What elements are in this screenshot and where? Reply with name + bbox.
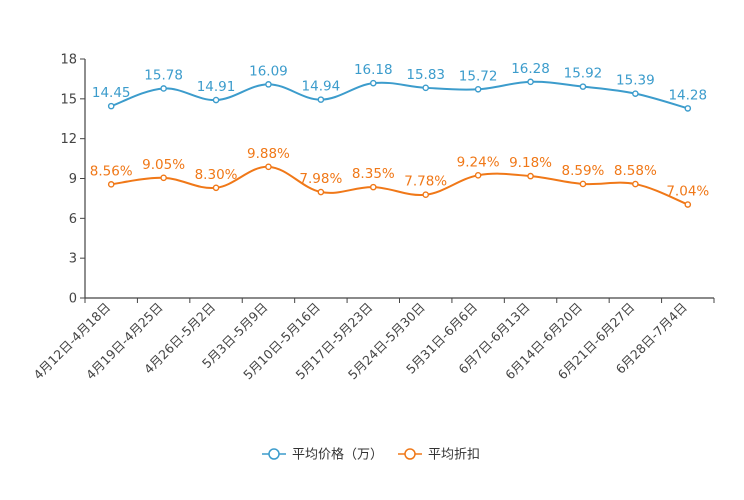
data-label: 9.88% xyxy=(247,146,290,162)
data-label: 15.72 xyxy=(459,68,498,84)
data-label: 16.28 xyxy=(511,61,550,77)
data-label: 14.94 xyxy=(302,79,341,95)
data-label: 15.92 xyxy=(564,66,603,82)
series-line xyxy=(110,80,689,110)
y-tick-label: 6 xyxy=(69,212,77,227)
legend-label: 平均价格（万） xyxy=(292,447,383,463)
data-point[interactable] xyxy=(107,181,115,188)
data-label: 15.83 xyxy=(406,67,445,83)
y-axis-ticks: 0 3 6 9 12 15 18 xyxy=(60,53,85,307)
y-tick-label: 3 xyxy=(69,252,77,267)
data-label: 8.56% xyxy=(90,163,133,179)
legend-label: 平均折扣 xyxy=(428,448,480,463)
data-point[interactable] xyxy=(579,180,587,188)
data-point[interactable] xyxy=(527,172,534,180)
data-label: 8.59% xyxy=(562,163,605,179)
y-tick-label: 18 xyxy=(60,53,77,68)
data-point[interactable] xyxy=(422,84,430,92)
data-label: 7.98% xyxy=(299,171,342,187)
series-0: 14.45 15.78 14.91 16.09 14.94 16.18 15.83 15.72… xyxy=(92,61,707,112)
series-layer: 14.45 15.78 14.91 16.09 14.94 16.18 15.83 15.72… xyxy=(90,61,709,208)
data-point[interactable] xyxy=(579,83,587,90)
data-label: 15.78 xyxy=(144,67,183,83)
data-label: 8.30% xyxy=(195,167,238,183)
data-label: 9.18% xyxy=(509,155,552,171)
legend-item-0[interactable]: 平均价格（万） xyxy=(262,447,383,463)
data-point[interactable] xyxy=(212,184,220,192)
x-axis-ticks: 4月12日-4月18日4月19日-4月25日4月26日-5月2日5月3日-5月9… xyxy=(30,298,715,382)
data-point[interactable] xyxy=(684,201,692,208)
data-point[interactable] xyxy=(632,180,639,188)
data-label: 15.39 xyxy=(616,73,655,89)
data-point[interactable] xyxy=(422,191,430,198)
data-label: 14.45 xyxy=(92,85,131,101)
data-point[interactable] xyxy=(369,79,377,87)
data-point[interactable] xyxy=(265,81,272,88)
y-tick-label: 12 xyxy=(60,132,77,147)
y-tick-label: 15 xyxy=(60,92,77,107)
data-point[interactable] xyxy=(317,188,325,196)
data-label: 9.05% xyxy=(142,157,185,173)
data-label: 7.04% xyxy=(666,184,709,200)
data-point[interactable] xyxy=(212,96,220,104)
data-point[interactable] xyxy=(527,78,534,86)
data-point[interactable] xyxy=(474,172,482,179)
data-label: 8.58% xyxy=(614,163,657,179)
data-point[interactable] xyxy=(265,163,272,171)
data-label: 8.35% xyxy=(352,166,395,182)
data-label: 14.28 xyxy=(668,87,707,103)
legend-item-1[interactable]: 平均折扣 xyxy=(398,448,480,463)
data-label: 9.24% xyxy=(457,154,500,170)
data-point[interactable] xyxy=(684,105,692,112)
data-label: 16.09 xyxy=(249,63,288,79)
legend-marker-icon xyxy=(404,448,416,460)
legend-marker-icon xyxy=(268,448,280,460)
data-point[interactable] xyxy=(160,85,167,92)
data-label: 14.91 xyxy=(197,79,236,95)
series-1: 8.56% 9.05% 8.30% 9.88% 7.98% 8.35% 7.78% 9.24%… xyxy=(90,146,709,208)
data-point[interactable] xyxy=(160,174,167,182)
data-point[interactable] xyxy=(369,183,377,191)
data-point[interactable] xyxy=(474,85,482,93)
data-point[interactable] xyxy=(107,102,115,110)
axes xyxy=(84,59,714,299)
data-point[interactable] xyxy=(632,90,639,97)
y-tick-label: 0 xyxy=(69,292,77,307)
series-line xyxy=(111,165,689,206)
legend[interactable]: 平均价格（万） 平均折扣 xyxy=(262,447,480,463)
data-label: 16.18 xyxy=(354,62,393,78)
data-label: 7.78% xyxy=(404,174,447,190)
y-tick-label: 9 xyxy=(69,172,77,187)
data-point[interactable] xyxy=(317,96,325,103)
